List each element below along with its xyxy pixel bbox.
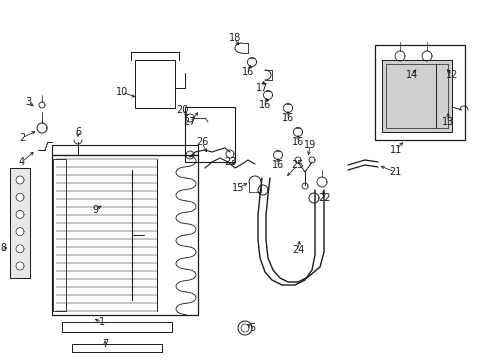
Text: 12: 12 [445, 70, 457, 80]
Bar [10, 168, 30, 278]
Polygon shape [16, 228, 24, 235]
Text: 27: 27 [183, 117, 196, 127]
Text: 20: 20 [176, 105, 188, 115]
Text: 4: 4 [19, 157, 25, 167]
Bar [72, 344, 162, 352]
Text: 14: 14 [405, 70, 417, 80]
Bar [135, 60, 175, 108]
Text: 1: 1 [99, 317, 105, 327]
Bar [381, 60, 451, 132]
Text: 2: 2 [19, 133, 25, 143]
Text: 11: 11 [389, 145, 401, 155]
Text: 23: 23 [224, 157, 236, 167]
Text: 16: 16 [281, 113, 293, 123]
Polygon shape [16, 176, 24, 184]
Text: 13: 13 [441, 117, 453, 127]
Text: 24: 24 [291, 245, 304, 255]
Text: 17: 17 [255, 83, 267, 93]
Bar [52, 155, 198, 315]
Polygon shape [16, 245, 24, 253]
Text: 9: 9 [92, 205, 98, 215]
Text: 5: 5 [248, 323, 255, 333]
Text: 16: 16 [271, 160, 284, 170]
Text: 26: 26 [195, 137, 208, 147]
Polygon shape [16, 193, 24, 201]
Text: 21: 21 [388, 167, 400, 177]
Bar [52, 145, 198, 155]
Text: 19: 19 [303, 140, 315, 150]
Text: 25: 25 [291, 160, 304, 170]
Text: 7: 7 [102, 339, 108, 349]
Polygon shape [16, 210, 24, 219]
Bar [184, 107, 235, 162]
Text: 8: 8 [0, 243, 6, 253]
Bar [435, 64, 447, 128]
Bar [62, 322, 172, 332]
Bar [53, 159, 66, 311]
Text: 6: 6 [75, 127, 81, 137]
Text: 16: 16 [291, 137, 304, 147]
Text: 18: 18 [228, 33, 241, 43]
Text: 16: 16 [242, 67, 254, 77]
Text: 3: 3 [25, 97, 31, 107]
Text: 16: 16 [258, 100, 270, 110]
Text: 10: 10 [116, 87, 128, 97]
Bar [385, 64, 435, 128]
Text: 15: 15 [231, 183, 244, 193]
Polygon shape [16, 262, 24, 270]
Bar [374, 45, 464, 140]
Text: 22: 22 [318, 193, 330, 203]
